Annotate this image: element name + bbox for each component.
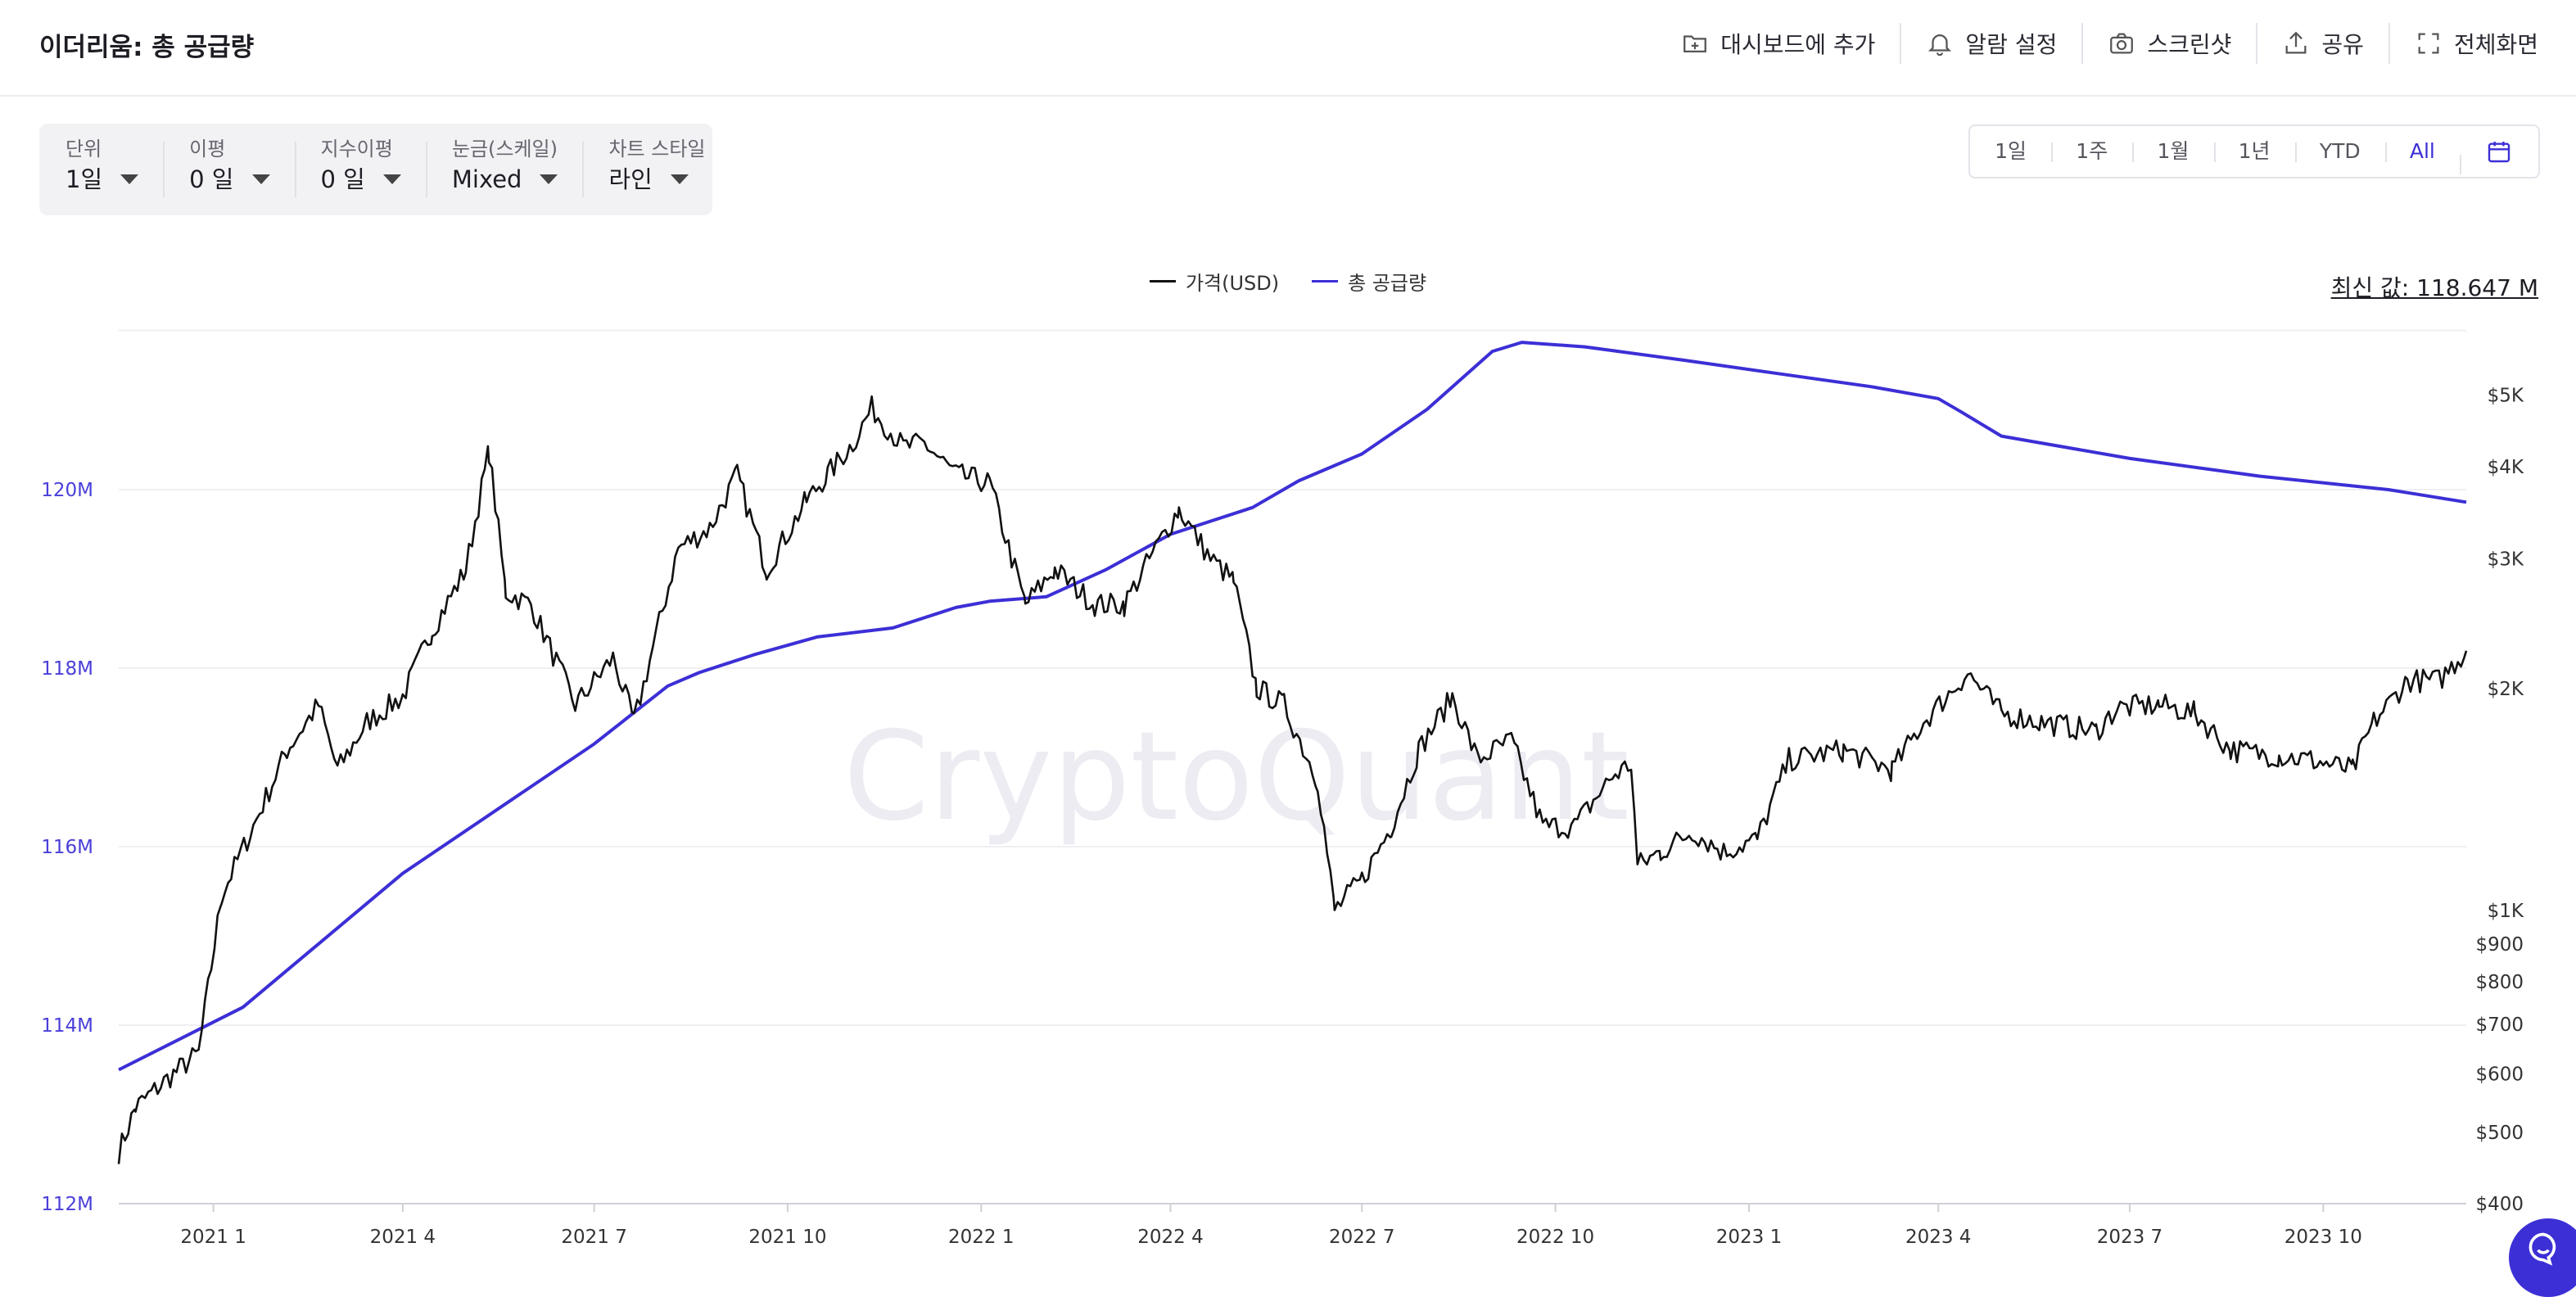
right-tick-label: $2K: [2488, 679, 2524, 700]
x-tick-label: 2021 1: [180, 1227, 246, 1248]
x-tick-label: 2021 7: [561, 1227, 626, 1248]
camera-icon: [2110, 33, 2134, 54]
unit-value: 1일: [66, 165, 103, 193]
caret-down-icon: [120, 174, 139, 184]
right-tick-label: $900: [2475, 934, 2524, 956]
share-icon: [2285, 31, 2307, 54]
caret-down-icon: [251, 174, 270, 184]
bell-icon: [1928, 34, 1952, 56]
right-tick-label: $800: [2475, 972, 2524, 993]
ema-value: 0 일: [320, 165, 365, 193]
x-tick-label: 2022 7: [1329, 1227, 1394, 1248]
chart-style-label: 차트 스타일: [608, 138, 706, 160]
fullscreen-label: 전체화면: [2453, 31, 2538, 58]
caret-down-icon: [382, 174, 401, 184]
chart-legend: 가격(USD) 총 공급량: [0, 267, 2576, 296]
top-bar: 이더리움: 총 공급량 대시보드에 추가 알람 설정 스크린샷 공유 전체화면: [0, 0, 2576, 97]
right-tick-label: $3K: [2488, 549, 2524, 570]
scale-value: Mixed: [451, 165, 522, 193]
watermark: CryptoQuant: [843, 706, 1629, 848]
right-tick-label: $700: [2475, 1015, 2524, 1036]
x-tick-label: 2023 1: [1716, 1227, 1782, 1248]
help-chat-button[interactable]: [2509, 1218, 2576, 1297]
series-line-supply: [118, 341, 2467, 1072]
legend-label-price: 가격(USD): [1185, 272, 1280, 295]
moving-average-select[interactable]: 이평 0 일: [163, 124, 294, 215]
x-tick-label: 2022 4: [1137, 1227, 1203, 1248]
date-picker-button[interactable]: [2460, 138, 2538, 174]
left-axis: 112M 114M 116M 118M 120M: [41, 480, 93, 1215]
range-1w[interactable]: 1주: [2051, 126, 2132, 177]
left-tick-label: 114M: [41, 1015, 93, 1037]
legend-item-price[interactable]: 가격(USD): [1149, 267, 1280, 296]
header-actions: 대시보드에 추가 알람 설정 스크린샷 공유 전체화면: [1656, 23, 2538, 64]
legend-swatch-price: [1149, 280, 1176, 282]
right-tick-label: $5K: [2488, 386, 2524, 407]
legend-swatch-supply: [1312, 280, 1339, 282]
add-to-dashboard-button[interactable]: 대시보드에 추가: [1656, 23, 1900, 64]
add-to-dashboard-label: 대시보드에 추가: [1720, 31, 1876, 58]
caret-down-icon: [540, 174, 558, 184]
x-tick-label: 2023 10: [2285, 1227, 2362, 1248]
right-tick-label: $600: [2475, 1064, 2524, 1085]
ema-label: 지수이평: [320, 138, 393, 160]
right-tick-label: $500: [2475, 1123, 2524, 1144]
x-tick-label: 2022 10: [1516, 1227, 1594, 1248]
x-tick-label: 2023 4: [1905, 1227, 1971, 1248]
moving-average-label: 이평: [189, 138, 226, 160]
fullscreen-button[interactable]: 전체화면: [2388, 23, 2538, 64]
series-line-price: [117, 395, 2468, 1164]
x-tick-label: 2021 4: [370, 1227, 436, 1248]
calendar-icon: [2488, 142, 2510, 163]
range-all[interactable]: All: [2384, 126, 2460, 177]
alert-settings-label: 알람 설정: [1965, 31, 2058, 58]
chart-canvas: CryptoQuant 112M 114M 116M 118M 120M $400 $50…: [41, 329, 2524, 1248]
share-button[interactable]: 공유: [2256, 23, 2388, 64]
chart-style-select[interactable]: 차트 스타일 라인: [582, 124, 730, 215]
left-tick-label: 112M: [41, 1194, 93, 1215]
ema-select[interactable]: 지수이평 0 일: [294, 124, 426, 215]
left-tick-label: 116M: [41, 837, 93, 858]
legend-item-supply[interactable]: 총 공급량: [1312, 267, 1426, 296]
unit-label: 단위: [66, 138, 102, 160]
left-tick-label: 118M: [41, 658, 93, 680]
chat-icon: [2529, 1232, 2556, 1266]
x-tick-label: 2022 1: [948, 1227, 1014, 1248]
scale-select[interactable]: 눈금(스케일) Mixed: [425, 124, 583, 215]
screenshot-label: 스크린샷: [2147, 31, 2232, 58]
latest-value: 최신 값: 118.647 M: [2330, 274, 2538, 301]
time-range-selector: 1일 1주 1월 1년 YTD All: [1968, 124, 2540, 179]
range-1d[interactable]: 1일: [1995, 139, 2027, 163]
x-tick-label: 2023 7: [2097, 1227, 2162, 1248]
screenshot-button[interactable]: 스크린샷: [2081, 23, 2256, 64]
unit-select[interactable]: 단위 1일: [39, 124, 163, 215]
fullscreen-icon: [2418, 33, 2439, 54]
range-1y[interactable]: 1년: [2213, 126, 2295, 177]
right-tick-label: $4K: [2488, 457, 2524, 478]
right-axis: $400 $500 $600 $700 $800 $900 $1K $2K $3K $4K $5K: [2475, 386, 2524, 1215]
right-tick-label: $1K: [2488, 901, 2524, 922]
range-ytd[interactable]: YTD: [2294, 126, 2385, 177]
folder-plus-icon: [1683, 35, 1707, 53]
alert-settings-button[interactable]: 알람 설정: [1900, 23, 2081, 64]
share-label: 공유: [2321, 31, 2364, 58]
chart-style-value: 라인: [608, 165, 653, 193]
right-tick-label: $400: [2475, 1194, 2524, 1215]
chart-controls: 단위 1일 이평 0 일 지수이평 0 일 눈금(스케일) Mixed 차트 스…: [39, 124, 712, 215]
range-1m[interactable]: 1월: [2132, 126, 2213, 177]
x-axis: 2021 1 2021 4 2021 7 2021 10 2022 1 2022 4 202…: [119, 1203, 2466, 1248]
left-tick-label: 120M: [41, 480, 93, 501]
page-title: 이더리움: 총 공급량: [39, 33, 255, 62]
legend-label-supply: 총 공급량: [1348, 272, 1427, 295]
moving-average-value: 0 일: [189, 165, 234, 193]
scale-label: 눈금(스케일): [451, 138, 558, 160]
x-tick-label: 2021 10: [748, 1227, 826, 1248]
caret-down-icon: [670, 174, 689, 184]
